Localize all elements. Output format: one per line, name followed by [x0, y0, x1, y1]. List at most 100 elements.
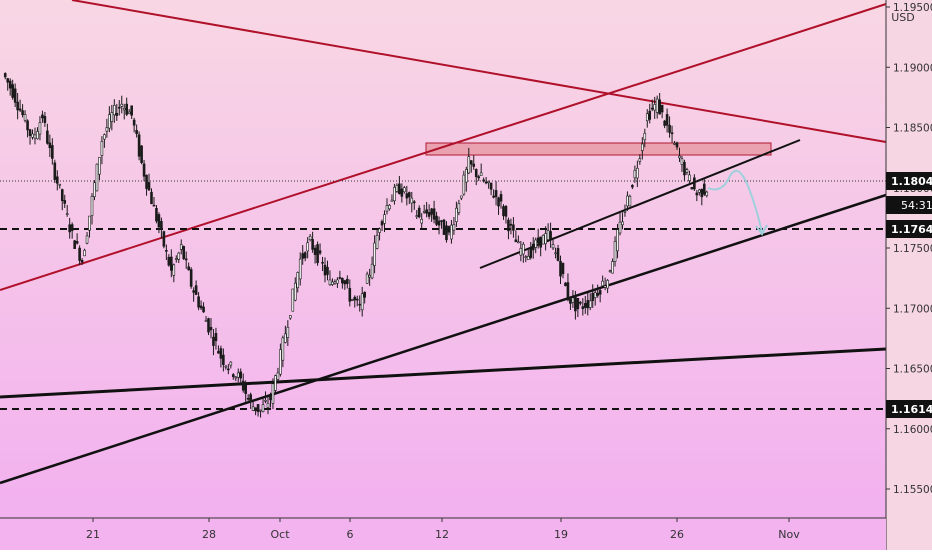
- candle-body: [638, 158, 642, 162]
- candle: [224, 364, 228, 370]
- candle: [360, 286, 364, 317]
- candle-body: [551, 244, 555, 249]
- candle: [117, 99, 121, 116]
- candle-body: [170, 256, 173, 271]
- candle: [167, 254, 171, 267]
- candle: [576, 297, 580, 318]
- price-tick-label: 1.15500: [893, 484, 932, 496]
- candle-body: [281, 337, 285, 361]
- candle-body: [685, 169, 689, 173]
- candle: [78, 245, 81, 266]
- time-tick-label: 26: [670, 528, 684, 541]
- candle: [469, 160, 473, 173]
- candle-body: [194, 285, 198, 295]
- candle-body: [219, 348, 223, 359]
- candle-body: [328, 279, 332, 286]
- candle: [88, 215, 91, 238]
- candle-body: [509, 223, 513, 226]
- candle: [311, 231, 314, 253]
- candle: [628, 194, 632, 207]
- candle-body: [38, 122, 42, 135]
- candle: [551, 237, 555, 250]
- candle-body: [51, 145, 54, 159]
- candle: [474, 168, 478, 186]
- candle-body: [363, 291, 366, 298]
- candle: [420, 213, 423, 230]
- candle: [174, 255, 178, 263]
- candle-body: [75, 241, 79, 244]
- candle-body: [593, 292, 597, 298]
- candle-body: [678, 155, 681, 159]
- candle: [328, 270, 332, 286]
- candle-body: [690, 187, 694, 190]
- candle-body: [407, 192, 411, 198]
- candle: [264, 391, 267, 404]
- candle-body: [132, 119, 136, 126]
- candle: [23, 110, 27, 123]
- candle: [343, 279, 347, 290]
- candle-body: [663, 120, 666, 126]
- candle-body: [21, 110, 24, 116]
- candle: [18, 99, 22, 113]
- candle: [544, 226, 547, 251]
- time-tick-label: Nov: [778, 528, 800, 541]
- candle-body: [46, 130, 49, 144]
- candle: [137, 131, 141, 161]
- candle: [529, 242, 533, 260]
- candle: [120, 95, 124, 114]
- candle: [648, 103, 652, 124]
- candle-body: [303, 252, 307, 259]
- candle-body: [465, 169, 468, 183]
- candle: [702, 178, 706, 197]
- candle: [588, 293, 592, 311]
- candle: [48, 134, 52, 158]
- candle-body: [608, 270, 612, 272]
- candle: [385, 198, 389, 215]
- candle: [261, 397, 265, 413]
- candle: [653, 96, 657, 119]
- candle-body: [645, 113, 649, 122]
- candle: [355, 295, 359, 307]
- candle-body: [98, 157, 101, 175]
- candle-body: [583, 303, 587, 308]
- candle: [373, 235, 376, 274]
- candle-body: [346, 278, 349, 284]
- candle-body: [412, 201, 416, 204]
- candle: [462, 170, 466, 196]
- candle-body: [48, 142, 52, 149]
- resistance-zone: [425, 142, 772, 156]
- candle: [38, 116, 42, 141]
- candle: [623, 204, 627, 217]
- candle-body: [452, 224, 456, 231]
- candle-body: [343, 280, 347, 285]
- candle-body: [184, 258, 188, 261]
- candle-body: [613, 241, 617, 262]
- candle-body: [479, 172, 483, 176]
- candle: [105, 118, 109, 138]
- candle-body: [313, 247, 317, 255]
- candle: [645, 109, 649, 128]
- candle-body: [33, 134, 37, 139]
- candle-body: [467, 156, 471, 174]
- candle-body: [618, 221, 622, 234]
- candle-body: [621, 221, 624, 226]
- candle-body: [462, 174, 466, 195]
- candle: [318, 243, 322, 256]
- candle: [140, 145, 143, 165]
- candle: [665, 108, 669, 133]
- candle-body: [348, 287, 352, 302]
- candle: [668, 116, 671, 138]
- candle-body: [122, 108, 126, 111]
- candle: [683, 159, 686, 181]
- price-tick-label: 1.16000: [893, 424, 932, 436]
- candle: [130, 105, 133, 119]
- candle: [606, 279, 609, 294]
- candle-body: [660, 104, 664, 113]
- candle-body: [482, 179, 485, 182]
- candle: [415, 210, 419, 219]
- candle: [241, 373, 245, 393]
- price-axis-panel: [886, 0, 932, 550]
- candle: [460, 195, 463, 201]
- candle: [524, 255, 528, 263]
- candle-body: [271, 383, 275, 404]
